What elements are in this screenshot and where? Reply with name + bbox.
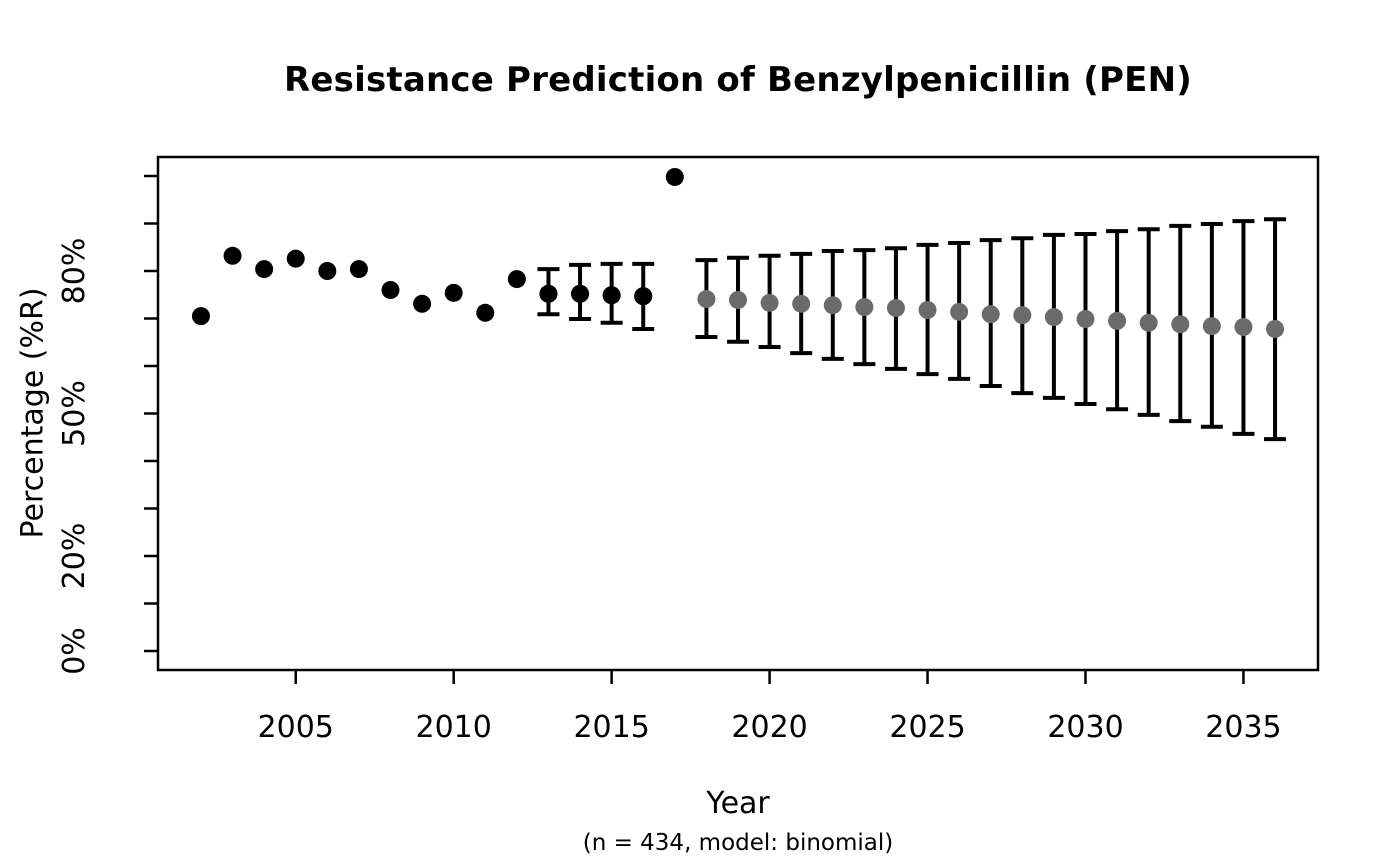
x-axis-subtitle: (n = 434, model: binomial) [582,830,894,856]
predicted-with-ci-point [729,290,747,309]
predicted-with-ci-point [981,305,1000,324]
observed-point [413,294,432,313]
chart-title: Resistance Prediction of Benzylpenicilli… [284,60,1192,100]
x-tick-label: 2010 [416,710,492,745]
observed-point [539,284,558,303]
y-tick-label: 80% [57,238,92,305]
observed-point [444,283,463,302]
predicted-with-ci-point [697,290,716,309]
x-tick-label: 2035 [1205,710,1281,745]
predicted-with-ci-point [792,294,811,313]
predicted-with-ci-point [1139,313,1158,332]
observed-point [255,260,274,279]
observed-point [286,249,305,268]
predicted-with-ci-point [823,296,842,315]
observed-point [665,167,684,186]
x-tick-label: 2005 [258,710,334,745]
observed-point [476,303,495,322]
predicted-with-ci-point [1013,306,1032,325]
observed-point [571,284,590,303]
observed-point [634,287,653,306]
x-tick-label: 2020 [731,710,807,745]
x-tick-label: 2025 [889,710,965,745]
x-tick-label: 2030 [1047,710,1123,745]
y-tick-label: 0% [57,627,92,675]
observed-point [191,307,210,326]
y-tick-label: 50% [57,380,92,447]
predicted-with-ci-point [1076,309,1095,328]
predicted-with-ci-point [1108,311,1127,330]
observed-point [223,246,242,265]
observed-point [602,286,621,305]
predicted-with-ci-point [918,300,937,319]
observed-point [507,270,526,289]
predicted-with-ci-point [886,299,905,318]
y-tick-label: 20% [57,523,92,590]
predicted-with-ci-point [760,293,779,312]
observed-point [381,281,400,299]
predicted-with-ci-point [1044,308,1063,327]
observed-point [318,262,337,280]
observed-point [349,260,368,279]
predicted-with-ci-point [950,302,969,321]
predicted-with-ci-point [1171,315,1190,334]
x-tick-label: 2015 [573,710,649,745]
predicted-with-ci-point [1234,318,1253,337]
predicted-with-ci-point [1266,319,1285,338]
x-axis-title: Year [706,786,770,821]
predicted-with-ci-point [855,298,874,317]
predicted-with-ci-point [1202,317,1221,336]
